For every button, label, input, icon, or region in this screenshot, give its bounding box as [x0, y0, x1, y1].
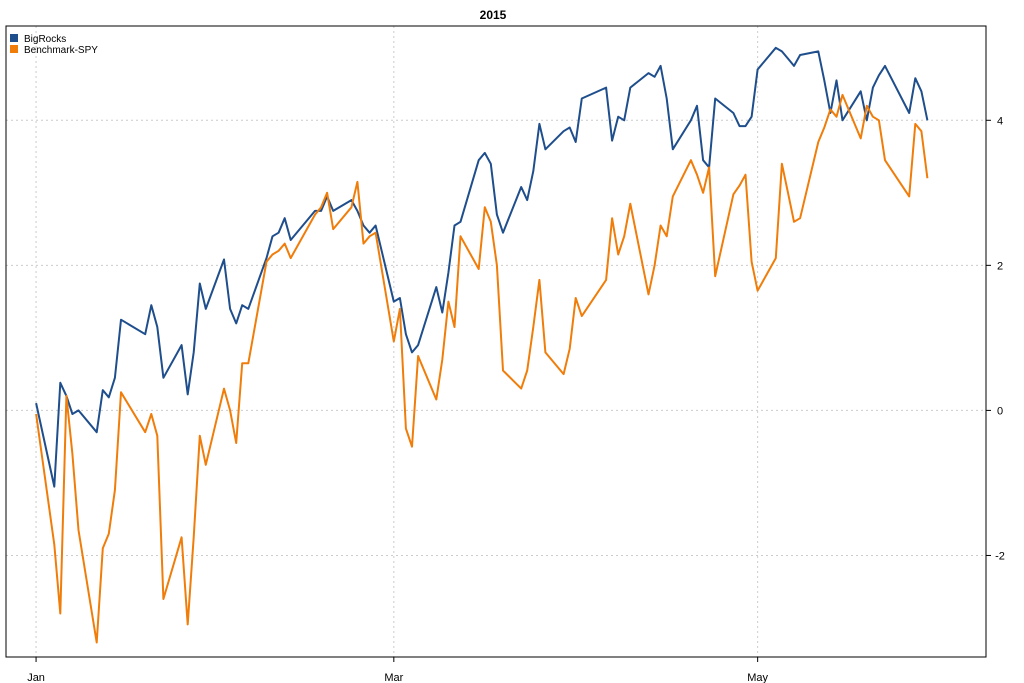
series-line-bigrocks	[35, 46, 929, 488]
legend-swatch	[10, 45, 18, 53]
y-axis: -2 0 2 4	[986, 115, 1005, 562]
series-lines	[35, 46, 929, 644]
x-tick-label: Mar	[384, 672, 403, 683]
legend-swatch	[10, 34, 18, 42]
y-tick-label: 0	[997, 405, 1003, 417]
series-line-benchmark-spy	[35, 93, 929, 644]
legend-label: BigRocks	[24, 34, 66, 45]
y-tick-label: 4	[997, 115, 1003, 127]
legend-label: Benchmark-SPY	[24, 45, 98, 56]
y-tick-label: -2	[995, 550, 1005, 562]
grid-lines	[6, 26, 986, 657]
x-tick-label: Jan	[27, 672, 45, 683]
x-axis: Jan Mar May	[27, 657, 769, 683]
x-tick-label: May	[747, 672, 768, 683]
y-tick-label: 2	[997, 260, 1003, 272]
chart-title: 2015	[480, 8, 507, 22]
plot-frame	[5, 25, 987, 658]
